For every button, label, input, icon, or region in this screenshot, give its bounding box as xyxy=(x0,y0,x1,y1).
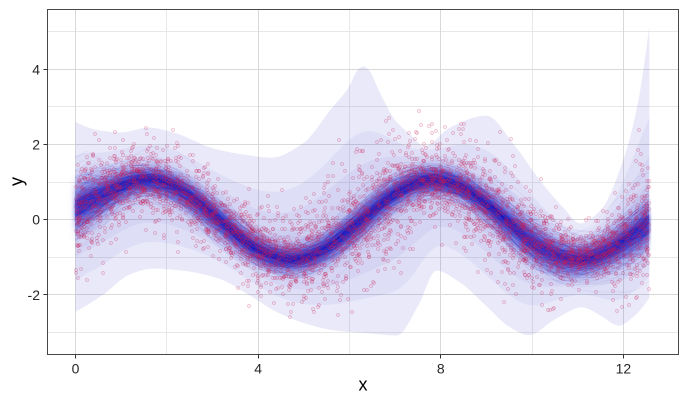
svg-text:8: 8 xyxy=(437,361,445,377)
svg-text:4: 4 xyxy=(32,61,40,77)
svg-text:y: y xyxy=(7,177,27,186)
svg-text:0: 0 xyxy=(72,361,80,377)
svg-text:12: 12 xyxy=(616,361,632,377)
svg-text:x: x xyxy=(359,375,368,395)
svg-text:-2: -2 xyxy=(28,287,41,303)
svg-text:2: 2 xyxy=(32,137,40,153)
svg-text:4: 4 xyxy=(254,361,262,377)
svg-text:0: 0 xyxy=(32,212,40,228)
